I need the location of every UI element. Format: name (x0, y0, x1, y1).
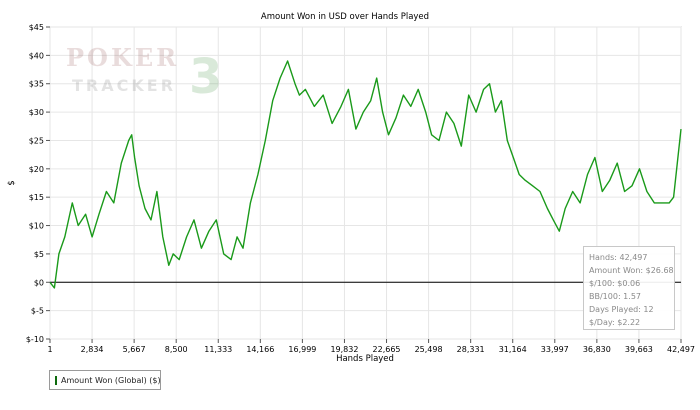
legend-label: Amount Won (Global) ($) (61, 375, 161, 385)
x-tick-label: 19,832 (330, 345, 358, 354)
x-tick-label: 16,999 (288, 345, 316, 354)
x-tick-label: 42,497 (667, 345, 695, 354)
stats-hands: Hands: 42,497 (589, 253, 648, 262)
x-tick-label: 33,997 (541, 345, 569, 354)
y-axis-ticks: $-10 $-5 $0 $5 $10 $15 $20 $25 $30 $35 $40 $45 (26, 23, 50, 344)
stats-amount-won: Amount Won: $26.68 (589, 266, 674, 275)
y-tick-label: $-10 (26, 335, 44, 344)
x-tick-label: 8,500 (165, 345, 188, 354)
series-line-amount-won (49, 60, 682, 289)
y-tick-label: $5 (34, 250, 44, 259)
y-axis-label: $ (7, 180, 17, 185)
x-tick-label: 14,166 (246, 345, 274, 354)
stats-dollars-per-day: $/Day: $2.22 (589, 318, 641, 327)
watermark-logo-bottom: TRACKER (72, 76, 176, 95)
x-tick-label: 25,498 (415, 345, 443, 354)
watermark-logo-number: 3 (189, 49, 222, 105)
x-tick-label: 28,331 (457, 345, 485, 354)
legend-swatch (55, 375, 57, 385)
stats-days-played: Days Played: 12 (589, 305, 654, 314)
y-tick-label: $20 (29, 165, 44, 174)
y-tick-label: $40 (29, 51, 44, 60)
y-tick-label: $45 (29, 23, 44, 32)
stats-bb-per-100: BB/100: 1.57 (589, 292, 641, 301)
x-tick-label: 11,333 (204, 345, 232, 354)
x-axis-ticks: 1 2,834 5,667 8,500 11,333 14,166 16,999 19,832… (47, 339, 695, 354)
y-tick-label: $15 (29, 193, 44, 202)
x-tick-label: 31,164 (499, 345, 527, 354)
x-axis-label: Hands Played (336, 354, 394, 364)
x-tick-label: 22,665 (373, 345, 401, 354)
x-tick-label: 5,667 (123, 345, 146, 354)
y-tick-label: $10 (29, 222, 44, 231)
x-tick-label: 2,834 (81, 345, 104, 354)
y-tick-label: $0 (34, 278, 44, 287)
stats-dollars-per-100: $/100: $0.06 (589, 279, 641, 288)
watermark-logo-top: POKER (66, 43, 179, 72)
y-tick-label: $35 (29, 80, 44, 89)
x-tick-label: 39,663 (625, 345, 653, 354)
legend[interactable]: Amount Won (Global) ($) (49, 370, 161, 390)
y-tick-label: $25 (29, 136, 44, 145)
plot-area (49, 26, 682, 340)
pokertracker-watermark: POKER TRACKER 3 (66, 43, 222, 105)
x-tick-label: 1 (47, 345, 52, 354)
x-tick-label: 36,830 (583, 345, 611, 354)
stats-summary-box: Hands: 42,497 Amount Won: $26.68 $/100: … (583, 246, 675, 330)
chart-title: Amount Won in USD over Hands Played (261, 12, 429, 22)
y-tick-label: $-5 (31, 307, 44, 316)
y-tick-label: $30 (29, 108, 44, 117)
